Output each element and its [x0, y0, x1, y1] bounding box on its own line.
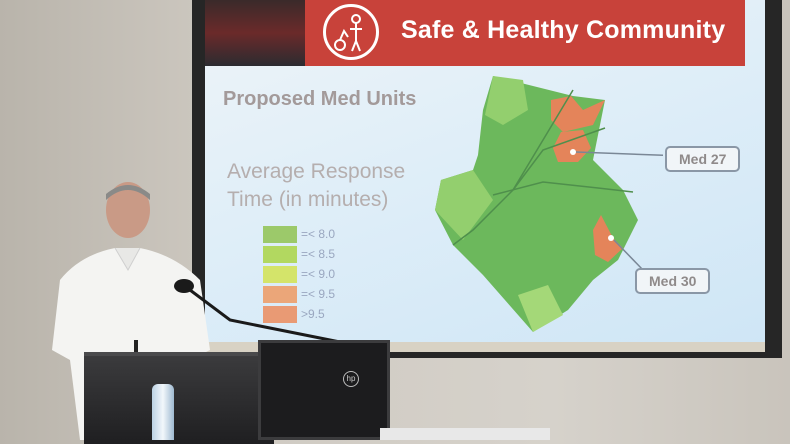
county-map: [435, 76, 663, 332]
legend-swatch: [263, 245, 297, 263]
legend-swatch: [263, 225, 297, 243]
screen-bottom-edge: [205, 342, 765, 352]
legend-swatch: [263, 285, 297, 303]
legend-item: =< 8.0: [263, 224, 335, 244]
presentation-slide: Safe & Healthy Community Proposed Med Un…: [205, 0, 765, 342]
legend-title-line2: Time (in minutes): [227, 188, 389, 211]
legend-title: Average Response Time (in minutes): [227, 158, 405, 214]
slide-banner-title: Safe & Healthy Community: [401, 16, 726, 44]
legend-swatch: [263, 305, 297, 323]
hp-logo: hp: [343, 371, 359, 387]
med30-marker: [608, 235, 614, 241]
water-bottle: [152, 384, 174, 440]
legend-label: =< 8.5: [301, 247, 336, 261]
legend-item: >9.5: [263, 304, 335, 324]
slide-subtitle: Proposed Med Units: [223, 88, 417, 110]
callout-med-27: Med 27: [665, 146, 741, 172]
map-region-light-nw: [485, 76, 528, 125]
callout-med-30: Med 30: [635, 268, 711, 294]
map-region-med27: [553, 130, 591, 162]
map-region-light-s: [518, 285, 563, 332]
map-region-med30: [593, 215, 623, 262]
legend-label: =< 9.0: [301, 267, 336, 281]
banner-photo: [205, 0, 305, 66]
slide-banner: Safe & Healthy Community: [305, 0, 745, 66]
map-highway: [492, 127, 634, 196]
legend-label: =< 8.0: [301, 227, 336, 241]
med27-marker: [570, 149, 576, 155]
legend-item: =< 9.5: [263, 284, 335, 304]
family-icon: [323, 4, 379, 60]
legend-label: =< 9.5: [301, 287, 336, 301]
monitor: hp: [258, 340, 390, 440]
legend-title-line1: Average Response: [227, 160, 406, 183]
podium: [84, 352, 274, 444]
map-region-light-w: [435, 170, 493, 240]
legend-item: =< 8.5: [263, 244, 335, 264]
table: [380, 428, 550, 440]
legend: =< 8.0 =< 8.5 =< 9.0 =< 9.5 >9.5: [263, 224, 335, 324]
legend-item: =< 9.0: [263, 264, 335, 284]
microphone: [174, 279, 351, 346]
legend-swatch: [263, 265, 297, 283]
legend-label: >9.5: [301, 307, 325, 321]
